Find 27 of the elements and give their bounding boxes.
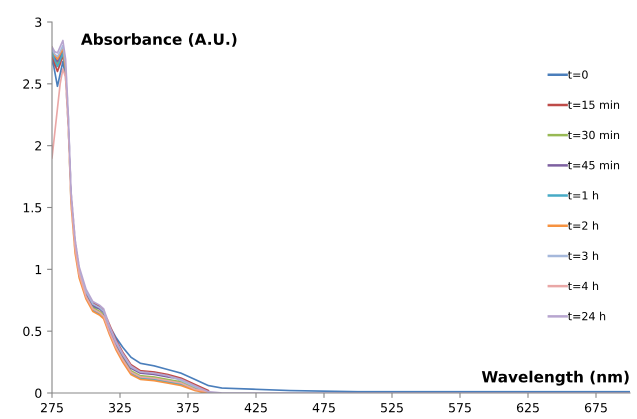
x-tick-label: 675 bbox=[584, 402, 607, 412]
y-tick-label: 2.5 bbox=[23, 79, 42, 89]
y-axis-title: Absorbance (A.U.) bbox=[80, 33, 236, 47]
x-axis-title: Wavelength (nm) bbox=[482, 370, 629, 386]
y-tick-label: 1.5 bbox=[24, 203, 42, 212]
x-tick-label: 625 bbox=[516, 402, 539, 412]
legend-label: t=2 h bbox=[568, 221, 598, 230]
legend-label: t=1 h bbox=[568, 190, 598, 200]
y-tick-label: 1 bbox=[36, 264, 42, 274]
y-tick-label: 0 bbox=[35, 388, 42, 398]
legend-label: t=45 min bbox=[568, 160, 620, 170]
legend-label: t=24 h bbox=[568, 312, 606, 320]
legend-label: t=3 h bbox=[568, 251, 598, 260]
x-tick-label: 275 bbox=[40, 402, 63, 412]
legend-label: t=30 min bbox=[568, 130, 620, 140]
legend-label: t=15 min bbox=[568, 100, 620, 109]
x-tick-label: 525 bbox=[381, 402, 403, 412]
y-tick-label: 3 bbox=[35, 17, 42, 27]
legend-label: t=0 bbox=[568, 70, 588, 79]
y-tick-label: 0.5 bbox=[23, 326, 42, 336]
x-tick-label: 475 bbox=[312, 403, 335, 412]
y-tick-label: 2 bbox=[35, 141, 42, 150]
x-tick-label: 375 bbox=[177, 402, 199, 412]
x-tick-label: 325 bbox=[109, 402, 131, 412]
x-tick-label: 425 bbox=[244, 402, 267, 412]
x-tick-label: 575 bbox=[449, 403, 471, 412]
legend-label: t=4 h bbox=[568, 282, 598, 290]
